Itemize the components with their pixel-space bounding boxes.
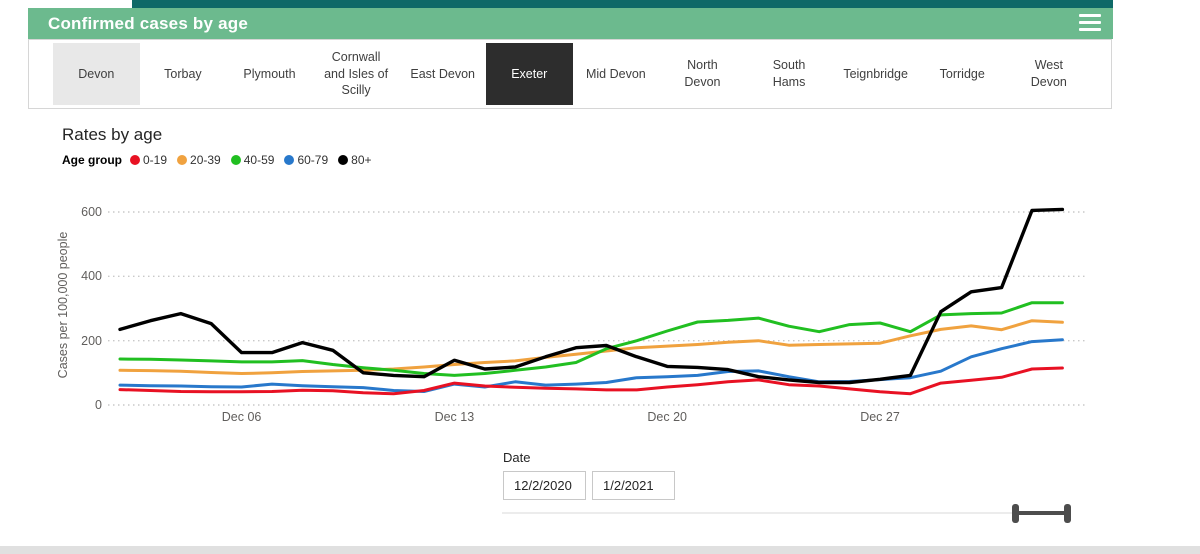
legend-dot-80+ [338,155,349,165]
tab-label: Torridge [939,66,985,81]
legend-label: 20-39 [190,153,221,167]
tab-cornwall-and-isles-of-scilly[interactable]: Cornwall and Isles of Scilly [313,43,400,105]
tab-label: Teignbridge [843,66,908,81]
tab-exeter[interactable]: Exeter [485,43,573,105]
legend-dot-60-79 [284,155,295,165]
series-line-60-79 [118,338,1064,393]
tab-south-hams[interactable]: South Hams [746,43,833,105]
legend-item-80+[interactable]: 80+ [338,153,372,167]
legend-item-20-39[interactable]: 20-39 [177,153,221,167]
tab-label: Torbay [164,66,202,81]
tab-teignbridge[interactable]: Teignbridge [832,43,919,105]
series-line-0-19 [118,366,1064,396]
legend-label: 60-79 [297,153,329,167]
page-title: Confirmed cases by age [48,13,248,33]
tab-label: North Devon [684,58,721,89]
y-tick-400: 400 [81,269,102,284]
date-start-input[interactable] [503,471,586,500]
tab-devon[interactable]: Devon [53,43,140,105]
tab-label: West Devon [1030,58,1067,89]
legend-dot-20-39 [177,155,188,165]
tab-torbay[interactable]: Torbay [140,43,227,105]
tab-label: Devon [78,66,115,81]
tab-plymouth[interactable]: Plymouth [226,43,313,105]
x-tick-dec-13: Dec 13 [434,410,475,424]
legend-label: 40-59 [243,153,275,167]
legend-dot-40-59 [230,155,241,165]
legend-title: Age group [62,153,122,167]
hamburger-menu-icon[interactable] [1076,11,1104,36]
slider-handle-left[interactable] [1012,504,1019,523]
y-tick-600: 600 [81,205,102,219]
date-filter-label: Date [503,450,531,465]
legend-label: 0-19 [143,153,168,167]
tab-label: East Devon [410,66,475,81]
x-tick-dec-27: Dec 27 [860,410,900,424]
date-range-slider-track[interactable] [502,512,1068,514]
tab-label: Exeter [511,66,548,81]
bottom-edge-strip [0,546,1200,554]
tab-north-devon[interactable]: North Devon [659,43,746,105]
date-range-slider-selected[interactable] [1016,511,1068,515]
tab-west-devon[interactable]: West Devon [1006,43,1093,105]
x-tick-dec-06: Dec 06 [221,410,262,424]
legend-label: 80+ [351,153,372,167]
legend-item-0-19[interactable]: 0-19 [130,153,167,167]
legend-item-40-59[interactable]: 40-59 [230,153,275,167]
date-end-input[interactable] [592,471,675,500]
tab-label: Mid Devon [585,66,646,81]
tab-label: South Hams [772,58,806,89]
chart-title: Rates by age [62,125,163,144]
tab-torridge[interactable]: Torridge [919,43,1006,105]
series-line-20-39 [118,319,1064,375]
y-tick-200: 200 [81,333,102,348]
area-tab-bar: Devon Torbay Plymouth Cornwall and Isles of… [28,39,1112,109]
tab-label: Cornwall and Isles of Scilly [324,49,389,98]
tab-mid-devon[interactable]: Mid Devon [573,43,660,105]
tab-label: Plymouth [243,66,296,81]
legend-dot-0-19 [130,155,140,165]
series-line-80+ [118,207,1065,385]
header-bar: Confirmed cases by age [28,8,1113,39]
tab-east-devon[interactable]: East Devon [399,43,486,105]
legend-item-60-79[interactable]: 60-79 [284,153,328,167]
y-tick-0: 0 [95,398,102,412]
x-tick-dec-20: Dec 20 [647,410,687,424]
chart-legend: Age group 0-19 20-39 40-59 60-79 80+ [62,153,382,167]
series-line-40-59 [118,301,1064,377]
header-teal-strip [132,0,1113,8]
slider-handle-right[interactable] [1064,504,1071,523]
